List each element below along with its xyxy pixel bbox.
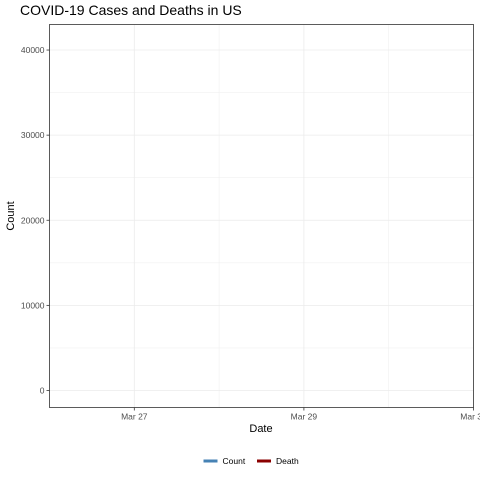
x-axis-title: Date xyxy=(249,423,272,435)
x-tick-label: Mar 29 xyxy=(291,412,318,422)
y-tick-label: 40000 xyxy=(21,45,45,55)
x-axis: Mar 27 Mar 29 Mar 31 xyxy=(121,407,480,422)
chart-title: COVID-19 Cases and Deaths in US xyxy=(20,2,242,18)
plot-panel xyxy=(49,24,474,408)
y-tick-label: 20000 xyxy=(21,215,45,225)
legend-label: Count xyxy=(223,456,246,466)
y-axis: 0 10000 20000 30000 40000 xyxy=(21,45,50,395)
y-tick-label: 10000 xyxy=(21,300,45,310)
y-tick-label: 30000 xyxy=(21,130,45,140)
legend-label: Death xyxy=(276,456,299,466)
legend: Count Death xyxy=(203,456,299,466)
x-tick-label: Mar 27 xyxy=(121,412,148,422)
plot-border xyxy=(49,24,474,408)
x-tick-label: Mar 31 xyxy=(460,412,480,422)
major-gridlines xyxy=(49,24,474,408)
y-axis-title: Count xyxy=(5,201,17,230)
y-tick-label: 0 xyxy=(40,385,45,395)
